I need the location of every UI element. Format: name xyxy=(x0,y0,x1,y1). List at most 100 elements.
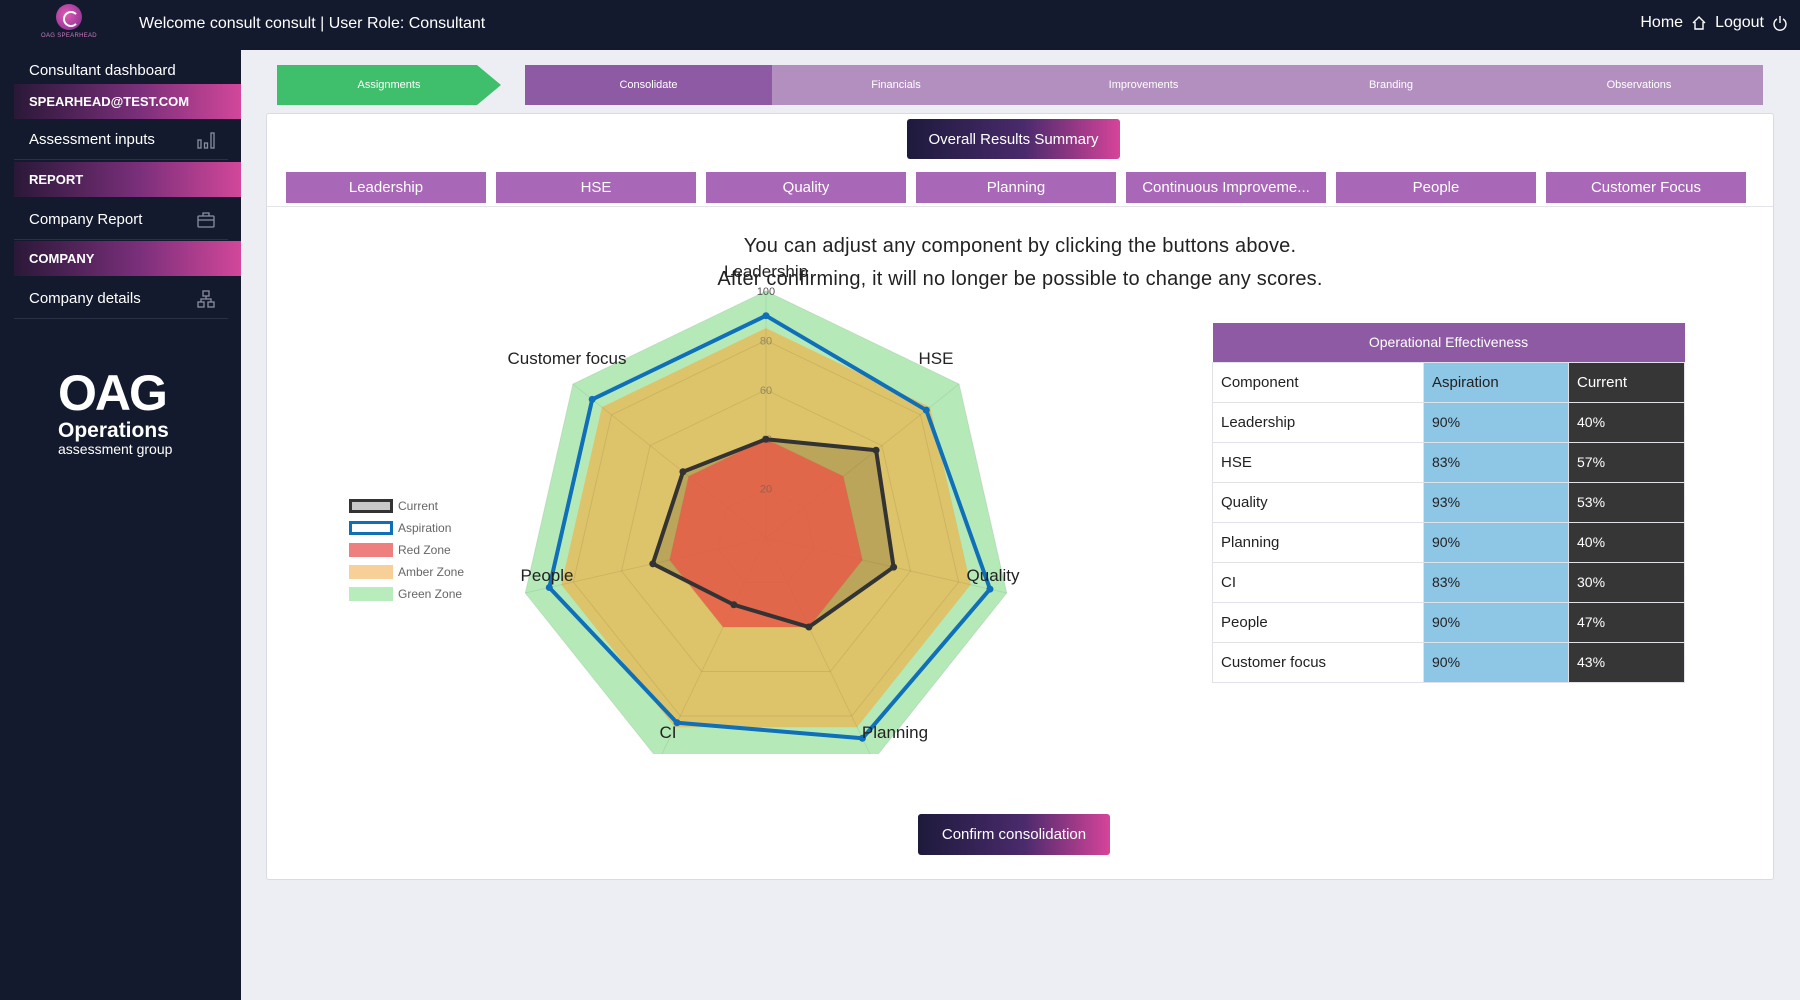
sidebar-item-assessment-inputs[interactable]: Assessment inputs xyxy=(14,120,228,160)
aspiration-cell: 90% xyxy=(1423,601,1569,643)
tab-customer-focus[interactable]: Customer Focus xyxy=(1546,172,1746,203)
sidebar: Consultant dashboard SPEARHEAD@TEST.COM … xyxy=(0,50,241,1000)
aspiration-cell: 83% xyxy=(1423,441,1569,483)
legend-swatch xyxy=(349,499,393,513)
step-branding[interactable]: Branding xyxy=(1267,65,1515,105)
current-cell: 57% xyxy=(1568,441,1685,483)
step-assignments[interactable]: Assignments xyxy=(277,65,501,105)
axis-label: Leadership xyxy=(724,262,808,281)
home-link[interactable]: Home xyxy=(1640,14,1684,31)
tabs-divider xyxy=(267,206,1773,207)
component-cell: HSE xyxy=(1212,441,1424,483)
current-cell: 43% xyxy=(1568,641,1685,683)
axis-label: Planning xyxy=(862,723,928,742)
component-cell: Customer focus xyxy=(1212,641,1424,683)
grid-ring xyxy=(572,339,960,717)
aspiration-cell: 90% xyxy=(1423,521,1569,563)
aspiration-cell: 90% xyxy=(1423,641,1569,683)
sidebar-item-label: Assessment inputs xyxy=(29,131,155,148)
tab-quality[interactable]: Quality xyxy=(706,172,906,203)
table-row: Leadership 90% 40% xyxy=(1212,401,1685,443)
grid-ring xyxy=(620,389,912,672)
tab-continuous-improvement[interactable]: Continuous Improveme... xyxy=(1126,172,1326,203)
tick-label: 20 xyxy=(760,484,772,496)
legend-swatch xyxy=(349,587,393,601)
table-header-row: Component Aspiration Current xyxy=(1212,361,1685,403)
tab-label: Customer Focus xyxy=(1590,179,1702,196)
axis-label: CI xyxy=(660,723,677,742)
legend-label: Current xyxy=(398,499,439,513)
aspiration-point xyxy=(762,312,770,320)
component-cell: People xyxy=(1212,601,1424,643)
aspiration-point xyxy=(673,719,681,727)
aspiration-point xyxy=(588,395,596,403)
current-series-line xyxy=(650,437,896,630)
sidebar-item-company-report[interactable]: Company Report xyxy=(14,200,228,240)
component-tabs: Leadership HSE Quality Planning Continuo… xyxy=(286,172,1755,203)
table-row: People 90% 47% xyxy=(1212,601,1685,643)
tab-people[interactable]: People xyxy=(1336,172,1536,203)
legend-label: Green Zone xyxy=(398,587,463,601)
axis-label: Quality xyxy=(967,566,1020,585)
chart-legend: Current Aspiration Red Zone Amber Zone Green… xyxy=(349,495,464,605)
legend-label: Aspiration xyxy=(398,521,452,535)
step-consolidate[interactable]: Consolidate xyxy=(525,65,772,105)
component-cell: Planning xyxy=(1212,521,1424,563)
legend-item[interactable]: Red Zone xyxy=(349,539,464,561)
component-cell: Quality xyxy=(1212,481,1424,523)
current-point xyxy=(679,468,687,476)
oag-logo-line1: Operations xyxy=(58,419,169,442)
tab-label: Continuous Improveme... xyxy=(1142,179,1310,196)
legend-item[interactable]: Green Zone xyxy=(349,583,464,605)
column-header-aspiration: Aspiration xyxy=(1423,361,1569,403)
legend-item[interactable]: Aspiration xyxy=(349,517,464,539)
sidebar-item-label: Company details xyxy=(29,290,141,307)
table-row: HSE 83% 57% xyxy=(1212,441,1685,483)
instruction-line-2: After confirming, it will no longer be p… xyxy=(717,268,1323,290)
axis-label: HSE xyxy=(919,349,954,368)
legend-item[interactable]: Amber Zone xyxy=(349,561,464,583)
top-nav: Home Logout xyxy=(1640,14,1788,32)
legend-swatch xyxy=(349,543,393,557)
sidebar-report-header: REPORT xyxy=(14,162,241,197)
welcome-text: Welcome consult consult | User Role: Con… xyxy=(139,15,486,32)
current-point xyxy=(762,435,770,443)
legend-item[interactable]: Current xyxy=(349,495,464,517)
instruction-line-1: You can adjust any component by clicking… xyxy=(743,235,1297,257)
logout-link[interactable]: Logout xyxy=(1715,14,1764,31)
sidebar-header-label: REPORT xyxy=(29,172,84,187)
component-cell: CI xyxy=(1212,561,1424,603)
current-point xyxy=(872,446,880,454)
tab-leadership[interactable]: Leadership xyxy=(286,172,486,203)
aspiration-point xyxy=(986,585,994,593)
current-cell: 40% xyxy=(1568,401,1685,443)
current-cell: 30% xyxy=(1568,561,1685,603)
aspiration-cell: 83% xyxy=(1423,561,1569,603)
step-observations[interactable]: Observations xyxy=(1515,65,1763,105)
sidebar-item-dashboard[interactable]: Consultant dashboard xyxy=(14,50,228,90)
aspiration-cell: 93% xyxy=(1423,481,1569,523)
legend-label: Amber Zone xyxy=(398,565,465,579)
logo-text: OAG SPEARHEAD xyxy=(41,33,97,39)
aspiration-point xyxy=(545,583,553,591)
grid-ring xyxy=(524,290,1008,754)
bar-chart-icon xyxy=(197,132,215,149)
sidebar-item-company-details[interactable]: Company details xyxy=(14,279,228,319)
current-cell: 47% xyxy=(1568,601,1685,643)
tab-hse[interactable]: HSE xyxy=(496,172,696,203)
confirm-consolidation-button[interactable]: Confirm consolidation xyxy=(918,814,1110,855)
overall-results-summary-button[interactable]: Overall Results Summary xyxy=(907,119,1120,159)
tab-planning[interactable]: Planning xyxy=(916,172,1116,203)
tick-label: 100 xyxy=(757,286,775,298)
legend-swatch xyxy=(349,521,393,535)
step-financials[interactable]: Financials xyxy=(772,65,1020,105)
consolidation-panel: Overall Results Summary Leadership HSE Q… xyxy=(266,113,1774,880)
home-icon[interactable] xyxy=(1691,15,1707,31)
current-cell: 53% xyxy=(1568,481,1685,523)
spearhead-logo[interactable]: OAG SPEARHEAD xyxy=(34,4,104,46)
sidebar-company-header: COMPANY xyxy=(14,241,241,276)
table-row: Customer focus 90% 43% xyxy=(1212,641,1685,683)
step-improvements[interactable]: Improvements xyxy=(1020,65,1267,105)
power-icon[interactable] xyxy=(1772,15,1788,31)
oag-logo: OAG Operations assessment group xyxy=(58,368,188,456)
